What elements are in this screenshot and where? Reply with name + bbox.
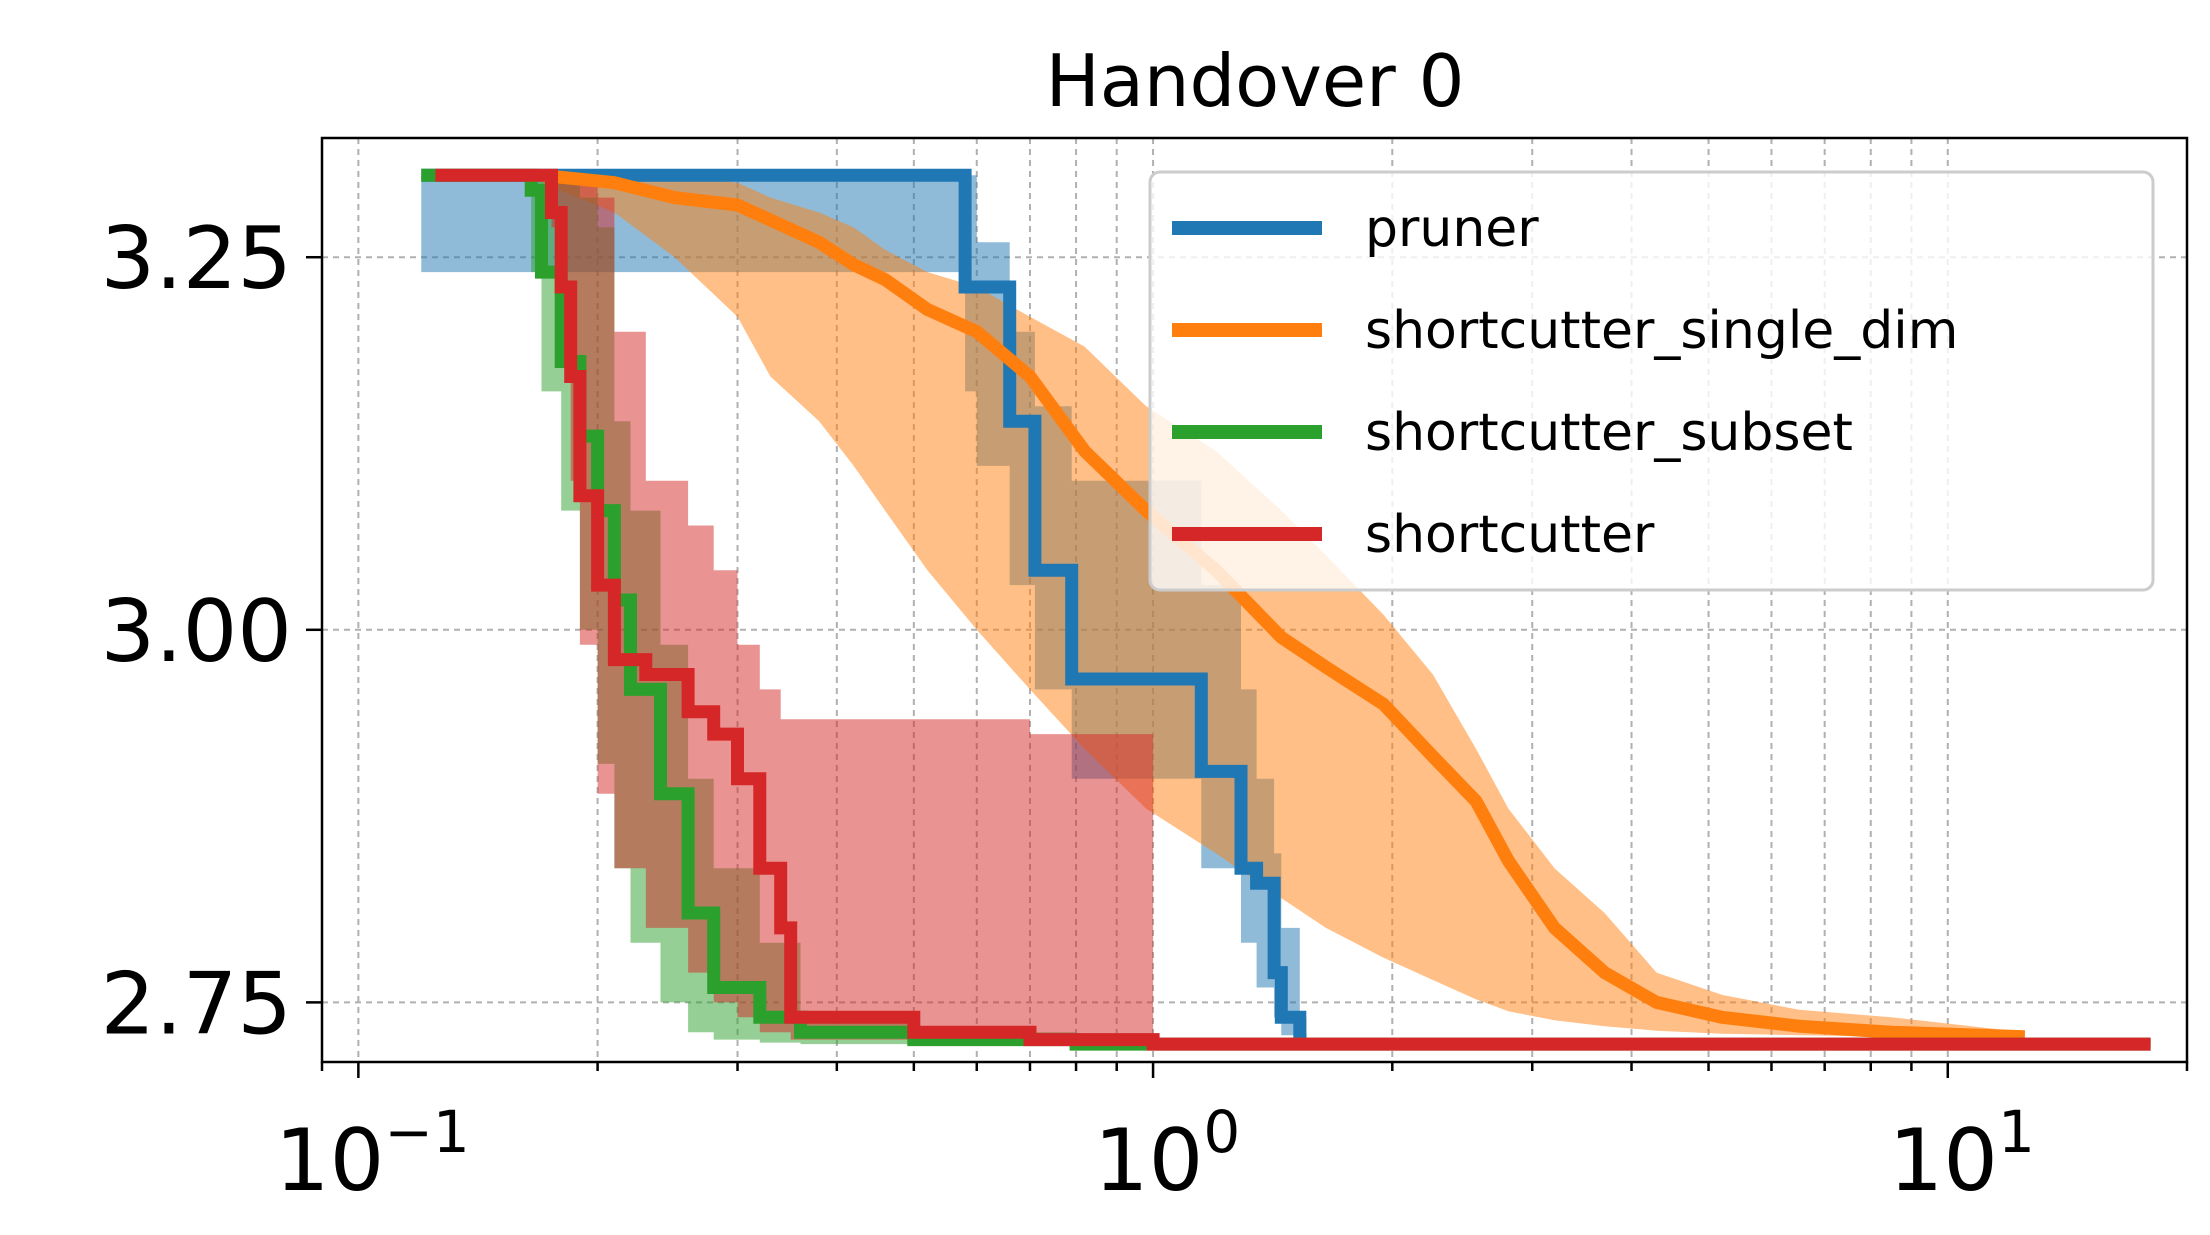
legend-box xyxy=(1148,170,2155,592)
error-bands xyxy=(421,175,2151,1045)
y-tick-label: 3.00 xyxy=(101,582,292,682)
y-tick-label: 3.25 xyxy=(101,209,292,309)
legend-label-shortcutter-subset: shortcutter_subset xyxy=(1365,403,1853,463)
legend: pruner shortcutter_single_dim shortcutter_… xyxy=(1148,170,2155,592)
line-shortcutter xyxy=(435,168,2151,1051)
band-shortcutter-single-dim xyxy=(541,175,2025,1039)
legend-label-pruner: pruner xyxy=(1365,199,1539,259)
legend-label-shortcutter: shortcutter xyxy=(1365,505,1655,565)
chart-title: Handover 0 xyxy=(1046,39,1465,123)
x-tick-label: 10−1 xyxy=(275,1098,470,1211)
legend-label-shortcutter-single-dim: shortcutter_single_dim xyxy=(1365,301,1958,361)
x-tick-label: 101 xyxy=(1889,1098,2035,1211)
y-tick-label: 2.75 xyxy=(101,954,292,1054)
plot-area-frame xyxy=(320,136,2189,1064)
x-tick-label: 100 xyxy=(1094,1098,1240,1211)
axis-ticks: 10−1 100 101 3.25 3.00 2.75 xyxy=(101,209,2189,1211)
band-shortcutter xyxy=(435,175,2151,1045)
line-pruner xyxy=(421,168,1307,1047)
